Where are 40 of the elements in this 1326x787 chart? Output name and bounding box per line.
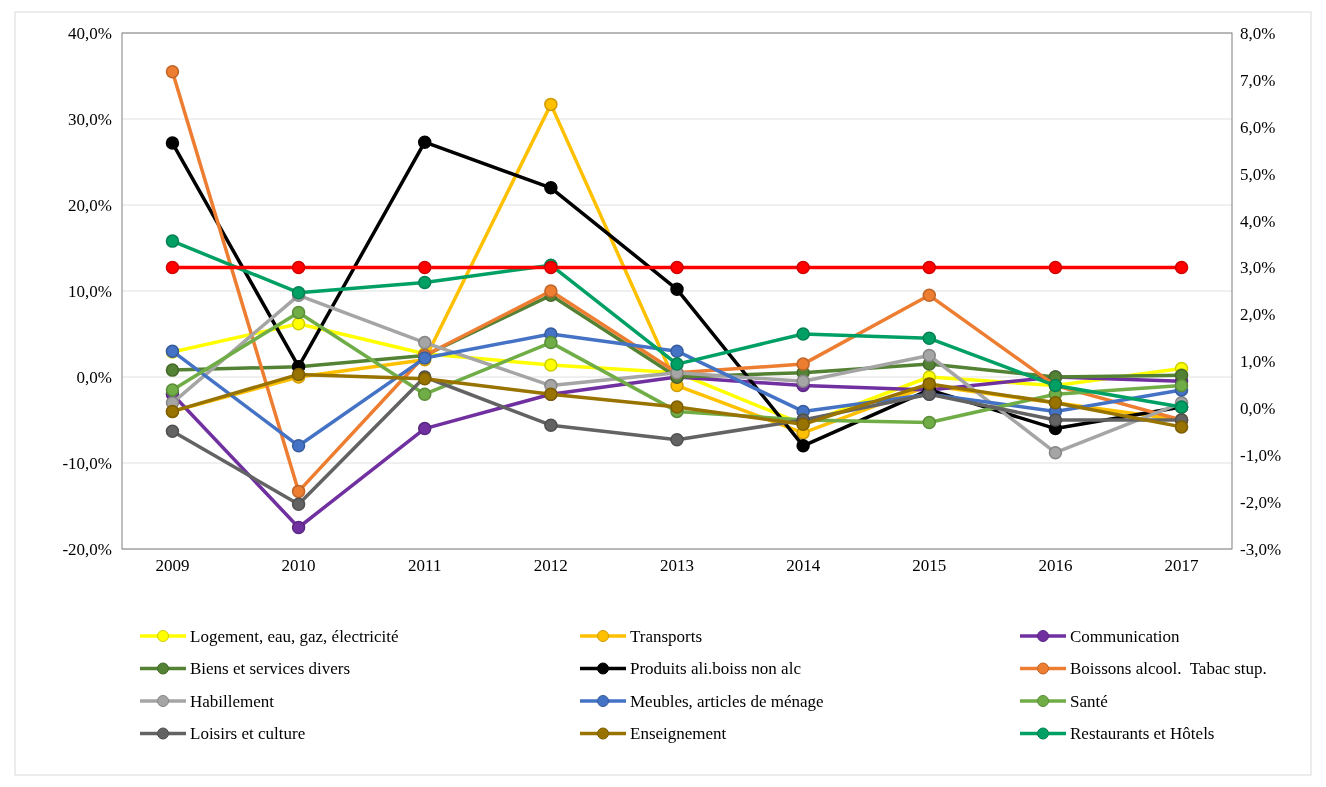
legend-label: Restaurants et Hôtels bbox=[1070, 724, 1215, 744]
y2-tick-label: 2,0% bbox=[1240, 305, 1276, 325]
y2-tick-label: -2,0% bbox=[1240, 493, 1282, 513]
x-tick-label: 2010 bbox=[281, 556, 316, 575]
x-tick-label: 2017 bbox=[1164, 556, 1200, 575]
y2-tick-label: 1,0% bbox=[1240, 352, 1276, 372]
legend-label: Habillement bbox=[190, 691, 275, 711]
legend-label: Produits ali.boiss non alc bbox=[630, 659, 802, 679]
y2-tick-label: 5,0% bbox=[1240, 164, 1276, 184]
x-tick-label: 2016 bbox=[1038, 556, 1073, 575]
y-tick-label: 20,0% bbox=[68, 195, 112, 215]
y2-tick-label: 7,0% bbox=[1240, 70, 1276, 90]
legend-label: Meubles, articles de ménage bbox=[630, 691, 824, 711]
y2-tick-label: -1,0% bbox=[1240, 446, 1282, 466]
legend-label: Loisirs et culture bbox=[190, 724, 306, 744]
legend-label: Enseignement bbox=[630, 724, 727, 744]
legend-label: Biens et services divers bbox=[190, 659, 351, 679]
legend-label: Boissons alcool. Tabac stup. bbox=[1070, 659, 1267, 679]
y-tick-label: 0,0% bbox=[76, 367, 112, 387]
y2-tick-label: 0,0% bbox=[1240, 399, 1276, 419]
x-tick-label: 2014 bbox=[786, 556, 821, 575]
y2-tick-label: 3,0% bbox=[1240, 258, 1276, 278]
legend-label: Transports bbox=[630, 626, 703, 646]
y-tick-label: 40,0% bbox=[68, 23, 112, 43]
x-tick-label: 2015 bbox=[912, 556, 947, 575]
legend-label: Santé bbox=[1070, 691, 1108, 711]
y2-tick-label: 4,0% bbox=[1240, 211, 1276, 231]
y-tick-label: -20,0% bbox=[62, 539, 112, 559]
y-tick-label: 10,0% bbox=[68, 281, 112, 301]
y2-tick-label: 6,0% bbox=[1240, 117, 1276, 137]
legend-label: Communication bbox=[1070, 626, 1181, 646]
x-tick-label: 2013 bbox=[660, 556, 694, 575]
y2-tick-label: 8,0% bbox=[1240, 23, 1276, 43]
y-tick-label: -10,0% bbox=[62, 453, 112, 473]
x-tick-label: 2011 bbox=[408, 556, 442, 575]
x-tick-label: 2012 bbox=[533, 556, 568, 575]
y2-tick-label: -3,0% bbox=[1240, 539, 1282, 559]
y-tick-label: 30,0% bbox=[68, 109, 112, 129]
legend-label: Logement, eau, gaz, électricité bbox=[190, 626, 399, 646]
x-tick-label: 2009 bbox=[155, 556, 190, 575]
